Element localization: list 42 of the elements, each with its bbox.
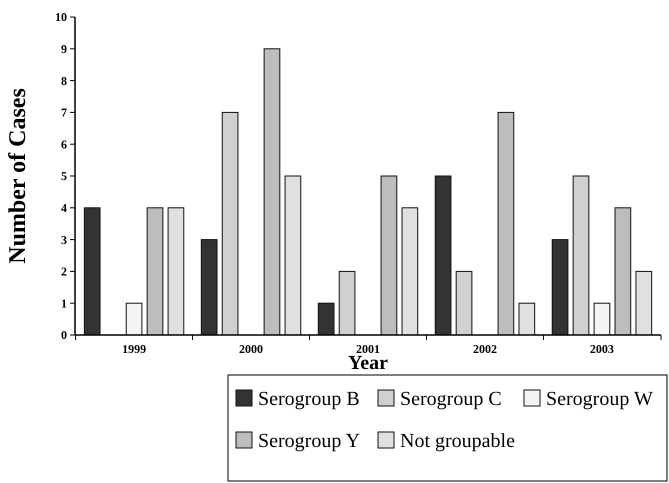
y-tick-label: 5 xyxy=(61,169,67,184)
bar xyxy=(614,207,632,336)
x-tick-label: 2002 xyxy=(472,342,497,356)
x-tick-label: 2003 xyxy=(590,342,614,356)
bar xyxy=(284,176,302,336)
bar xyxy=(380,176,398,336)
bar xyxy=(84,207,101,336)
y-tick-label: 6 xyxy=(61,137,67,152)
y-tick-label: 2 xyxy=(61,264,67,279)
legend-label: Not groupable xyxy=(400,430,516,452)
y-tick-label: 0 xyxy=(61,328,67,342)
y-tick-label: 7 xyxy=(61,106,67,120)
y-tick-label: 4 xyxy=(61,201,67,215)
bar xyxy=(168,207,184,336)
bar xyxy=(222,112,238,336)
bar xyxy=(126,302,142,336)
legend-label: Serogroup B xyxy=(258,388,360,410)
bar xyxy=(594,302,610,336)
bar xyxy=(456,270,472,336)
bar xyxy=(402,207,418,336)
bar xyxy=(552,239,568,336)
legend-label: Serogroup C xyxy=(400,388,502,410)
bar xyxy=(434,176,452,336)
bar xyxy=(200,239,218,336)
bar xyxy=(146,207,164,336)
bar xyxy=(572,176,590,336)
x-tick-label: 2000 xyxy=(239,342,264,356)
y-tick-label: 1 xyxy=(61,296,67,310)
y-tick-label: 3 xyxy=(61,232,67,247)
bar xyxy=(518,302,536,336)
x-tick-label: 1999 xyxy=(122,342,146,356)
legend-label: Serogroup W xyxy=(546,388,653,410)
y-tick-label: 9 xyxy=(61,42,67,56)
bar xyxy=(338,270,356,336)
bar xyxy=(635,270,652,336)
bar xyxy=(318,302,334,336)
y-tick-label: 8 xyxy=(61,74,67,88)
legend-label: Serogroup Y xyxy=(258,430,360,452)
y-axis-title: Number of Cases xyxy=(5,88,31,264)
y-tick-label: 10 xyxy=(55,10,67,24)
bar xyxy=(264,48,280,336)
bar xyxy=(498,112,514,336)
